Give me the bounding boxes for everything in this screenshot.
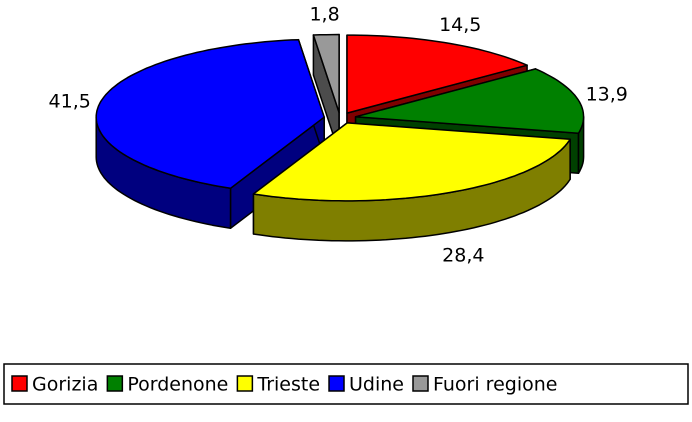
data-label: 1,8: [309, 4, 339, 26]
legend-swatch: [236, 375, 254, 392]
data-label: 28,4: [442, 244, 484, 266]
pie-slice: [252, 122, 571, 242]
slice-top: [346, 34, 528, 114]
legend-label: Udine: [349, 374, 404, 396]
legend-label: Pordenone: [127, 374, 228, 396]
legend-swatch: [11, 375, 28, 392]
legend-swatch: [328, 375, 345, 392]
legend-swatch: [106, 375, 124, 392]
legend-label: Fuori regione: [433, 374, 557, 396]
slice-top: [95, 38, 325, 190]
data-label: 41,5: [49, 91, 91, 113]
data-label: 14,5: [439, 14, 481, 36]
slice-top: [252, 122, 571, 202]
pie-slice: [312, 33, 340, 154]
legend-swatch: [412, 375, 429, 392]
data-label: 13,9: [586, 84, 628, 106]
pie-slice: [95, 38, 325, 230]
legend-label: Trieste: [256, 374, 320, 396]
legend: Gorizia Pordenone Trieste Udine Fuori region…: [3, 363, 689, 405]
slice-top: [312, 33, 340, 114]
legend-label: Gorizia: [32, 374, 98, 396]
slice-top: [354, 68, 585, 134]
